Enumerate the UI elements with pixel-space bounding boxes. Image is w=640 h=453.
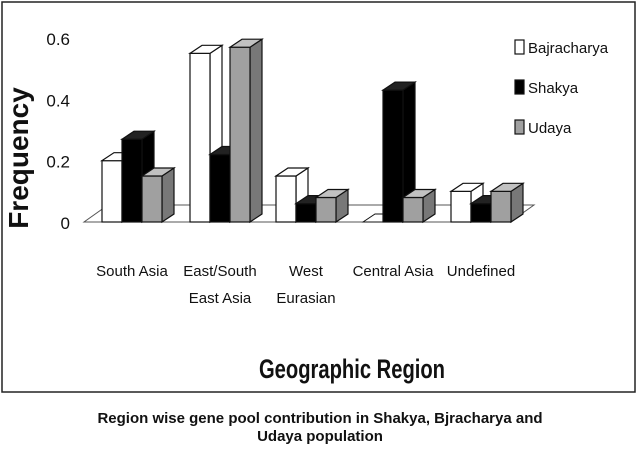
legend-label: Udaya <box>528 120 572 137</box>
chart-frame: Frequency 0 0.2 0.4 0.6 South Asia East/Sout… <box>1 1 636 393</box>
category-label: South Asia <box>96 263 168 280</box>
legend-swatch <box>514 39 525 55</box>
bar-udaya <box>401 188 437 224</box>
bar-udaya <box>489 182 525 224</box>
caption-line-2: Udaya population <box>257 428 383 445</box>
bar-udaya <box>314 188 350 224</box>
y-tick-label: 0.4 <box>46 91 70 110</box>
y-tick-label: 0.6 <box>46 30 70 49</box>
legend-swatch <box>514 119 525 135</box>
legend-swatch <box>514 79 525 95</box>
bars <box>100 38 525 224</box>
category-labels: South Asia East/South East Asia West Eurasia… <box>96 263 515 307</box>
category-label: West Eurasian <box>276 263 335 307</box>
category-label: Undefined <box>447 263 515 280</box>
bar-shakya <box>381 81 417 224</box>
bar-udaya <box>140 166 176 224</box>
y-axis-title: Frequency <box>3 87 34 229</box>
y-tick-labels: 0 0.2 0.4 0.6 <box>46 30 70 233</box>
bar-chart: Frequency 0 0.2 0.4 0.6 South Asia East/Sout… <box>1 1 636 393</box>
caption-line-1: Region wise gene pool contribution in Sh… <box>97 410 543 427</box>
category-label: East/South East Asia <box>183 263 256 307</box>
bar-udaya <box>228 38 264 224</box>
figure-caption: Region wise gene pool contribution in Sh… <box>0 410 640 446</box>
y-tick-label: 0 <box>61 214 70 233</box>
legend-label: Shakya <box>528 80 579 97</box>
category-label: Central Asia <box>353 263 435 280</box>
x-axis-title: Geographic Region <box>259 354 445 384</box>
legend-label: Bajracharya <box>528 40 609 57</box>
legend: Bajracharya Shakya Udaya <box>514 39 609 137</box>
y-tick-label: 0.2 <box>46 153 70 172</box>
